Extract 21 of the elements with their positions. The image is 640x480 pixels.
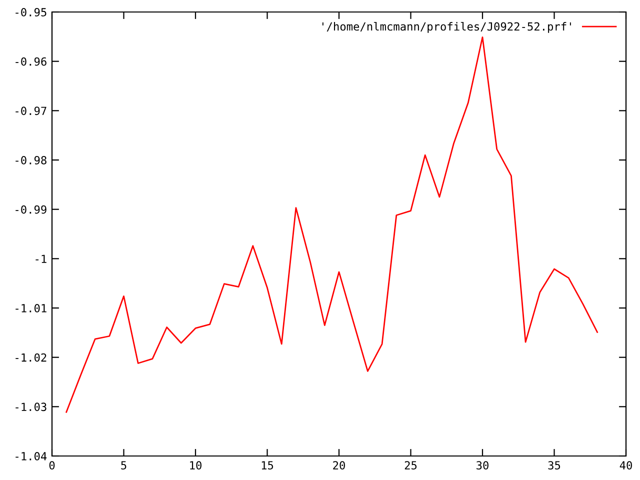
y-tick-label: -0.97 [16, 106, 46, 116]
y-tick-label: -1 [36, 254, 46, 263]
y-tick-label: -1.03 [16, 402, 46, 412]
y-tick-label: -0.96 [16, 57, 46, 66]
x-tick-label: 5 [121, 461, 126, 470]
y-tick-label: -0.99 [16, 205, 46, 214]
x-tick-label: 25 [404, 461, 417, 470]
line-series [66, 36, 598, 413]
x-tick-label: 40 [620, 461, 632, 470]
legend-label: '/home/nlmcmann/profiles/J0922-52.prf' [322, 22, 571, 33]
y-tick-label: -1.02 [16, 353, 46, 362]
x-tick-label: 0 [49, 461, 55, 470]
y-tick-label: -1.04 [16, 452, 47, 460]
x-tick-label: 10 [190, 461, 202, 470]
y-tick-label: -0.95 [16, 8, 46, 16]
y-tick-label: -0.98 [16, 156, 46, 164]
x-tick-label: 30 [476, 461, 488, 470]
y-tick-label: -1.01 [16, 304, 46, 312]
x-tick-label: 20 [333, 461, 345, 470]
x-tick-label: 35 [548, 461, 560, 470]
x-tick-label: 15 [262, 461, 274, 470]
